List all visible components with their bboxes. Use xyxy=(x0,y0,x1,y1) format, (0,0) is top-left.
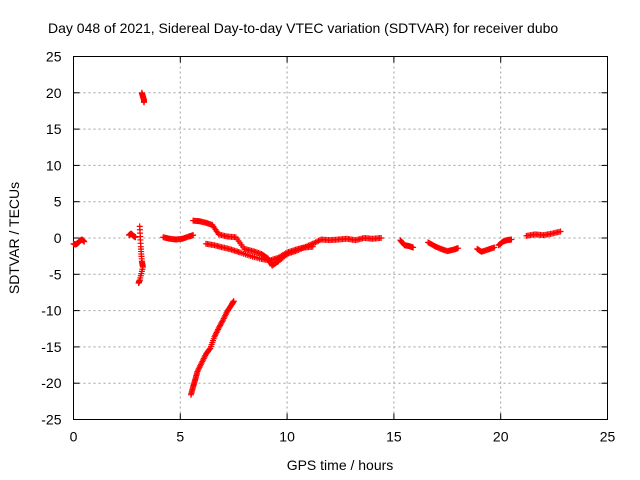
data-point xyxy=(557,228,564,235)
data-point xyxy=(309,243,316,250)
x-tick-label: 15 xyxy=(386,429,402,445)
data-point xyxy=(378,235,385,241)
data-points xyxy=(70,89,564,398)
y-tick-label: 15 xyxy=(46,121,62,137)
x-tick-label: 10 xyxy=(279,429,295,445)
series-flat-4.5h xyxy=(160,232,197,243)
x-axis: 0 5 10 15 20 25 xyxy=(70,56,616,445)
data-point xyxy=(132,234,139,241)
data-point xyxy=(140,99,147,106)
y-tick-label: 5 xyxy=(54,194,62,210)
series-early-small xyxy=(70,236,88,248)
data-point xyxy=(454,245,461,252)
y-tick-label: -5 xyxy=(49,266,62,282)
data-point xyxy=(508,236,515,243)
data-point xyxy=(190,232,197,239)
y-axis-label: SDTVAR / TECUs xyxy=(6,182,22,294)
series-ramp-2.7h xyxy=(126,230,139,241)
y-tick-label: 20 xyxy=(46,85,62,101)
y-tick-label: -15 xyxy=(41,339,61,355)
data-point xyxy=(81,238,88,245)
y-tick-label: 0 xyxy=(54,230,62,246)
series-drop-3.1h xyxy=(135,223,146,287)
series-seg-22h xyxy=(523,228,564,239)
series-seg-15.5h xyxy=(397,237,417,251)
data-point xyxy=(491,244,498,251)
y-axis: 25 20 15 10 5 0 -5 -10 -15 -20 -25 xyxy=(41,49,608,428)
y-tick-label: 25 xyxy=(46,49,62,65)
x-tick-label: 5 xyxy=(176,429,184,445)
data-point xyxy=(135,280,142,287)
series-lower-branch xyxy=(202,240,316,264)
y-tick-label: -25 xyxy=(41,412,61,428)
series-spike-3.2h xyxy=(138,89,147,106)
series-seg-17h xyxy=(425,239,461,255)
y-tick-label: -20 xyxy=(41,375,61,391)
data-point xyxy=(230,298,237,305)
x-tick-label: 20 xyxy=(493,429,509,445)
x-tick-label: 0 xyxy=(70,429,78,445)
chart-title: Day 048 of 2021, Sidereal Day-to-day VTE… xyxy=(48,20,558,36)
grid-layer xyxy=(73,56,608,420)
data-point xyxy=(410,244,417,251)
y-tick-label: 10 xyxy=(46,157,62,173)
x-axis-label: GPS time / hours xyxy=(287,457,394,473)
y-tick-label: -10 xyxy=(41,303,61,319)
series-seg-20h xyxy=(495,236,515,249)
series-recovery-curve xyxy=(187,298,237,398)
series-seg-19h xyxy=(474,244,498,255)
x-tick-label: 25 xyxy=(600,429,616,445)
